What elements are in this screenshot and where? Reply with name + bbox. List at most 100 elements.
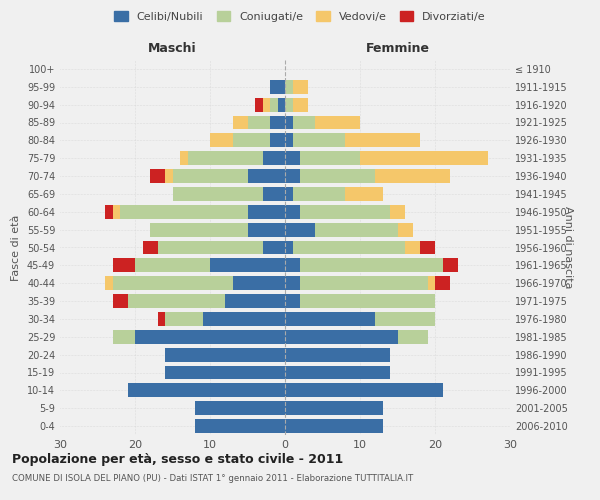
Bar [195, 419, 285, 433]
Bar [285, 205, 300, 219]
Bar [375, 169, 450, 183]
Bar [293, 187, 345, 201]
Bar [375, 312, 435, 326]
Bar [165, 169, 173, 183]
Bar [300, 169, 375, 183]
Legend: Celibi/Nubili, Coniugati/e, Vedovi/e, Divorziati/e: Celibi/Nubili, Coniugati/e, Vedovi/e, Di… [111, 8, 489, 25]
Text: COMUNE DI ISOLA DEL PIANO (PU) - Dati ISTAT 1° gennaio 2011 - Elaborazione TUTTI: COMUNE DI ISOLA DEL PIANO (PU) - Dati IS… [12, 474, 413, 483]
Bar [165, 348, 285, 362]
Bar [285, 258, 300, 272]
Bar [120, 205, 248, 219]
Bar [113, 258, 135, 272]
Bar [248, 169, 285, 183]
Bar [277, 98, 285, 112]
Bar [255, 98, 263, 112]
Bar [420, 240, 435, 254]
Bar [285, 134, 293, 147]
Bar [285, 294, 300, 308]
Bar [113, 330, 135, 344]
Bar [398, 222, 413, 236]
Bar [293, 116, 315, 130]
Bar [263, 98, 270, 112]
Bar [150, 222, 248, 236]
Bar [405, 240, 420, 254]
Y-axis label: Anni di nascita: Anni di nascita [563, 206, 573, 289]
Bar [135, 330, 285, 344]
Bar [113, 294, 128, 308]
Bar [293, 98, 308, 112]
Bar [285, 151, 300, 165]
Bar [285, 366, 390, 380]
Bar [285, 80, 293, 94]
Bar [300, 205, 390, 219]
Bar [270, 134, 285, 147]
Bar [285, 312, 375, 326]
Bar [360, 151, 487, 165]
Bar [270, 80, 285, 94]
Bar [173, 187, 263, 201]
Bar [150, 169, 165, 183]
Bar [210, 134, 233, 147]
Bar [248, 222, 285, 236]
Bar [293, 134, 345, 147]
Bar [233, 276, 285, 290]
Y-axis label: Fasce di età: Fasce di età [11, 214, 21, 280]
Bar [427, 276, 435, 290]
Bar [300, 276, 427, 290]
Bar [263, 240, 285, 254]
Bar [300, 151, 360, 165]
Bar [128, 294, 225, 308]
Bar [315, 116, 360, 130]
Bar [285, 98, 293, 112]
Bar [143, 240, 157, 254]
Bar [210, 258, 285, 272]
Text: Maschi: Maschi [148, 42, 197, 54]
Bar [285, 419, 383, 433]
Bar [345, 187, 383, 201]
Bar [285, 348, 390, 362]
Bar [128, 384, 285, 398]
Bar [435, 276, 450, 290]
Bar [345, 134, 420, 147]
Bar [300, 258, 443, 272]
Bar [315, 222, 398, 236]
Bar [233, 134, 270, 147]
Bar [285, 187, 293, 201]
Bar [180, 151, 187, 165]
Bar [293, 240, 405, 254]
Bar [285, 330, 398, 344]
Bar [285, 276, 300, 290]
Bar [225, 294, 285, 308]
Bar [248, 116, 270, 130]
Bar [285, 240, 293, 254]
Bar [105, 276, 113, 290]
Bar [263, 151, 285, 165]
Bar [233, 116, 248, 130]
Bar [248, 205, 285, 219]
Bar [285, 116, 293, 130]
Bar [285, 384, 443, 398]
Text: Popolazione per età, sesso e stato civile - 2011: Popolazione per età, sesso e stato civil… [12, 452, 343, 466]
Bar [105, 205, 113, 219]
Bar [398, 330, 427, 344]
Bar [203, 312, 285, 326]
Bar [135, 258, 210, 272]
Bar [113, 205, 120, 219]
Bar [113, 276, 233, 290]
Bar [285, 401, 383, 415]
Bar [270, 116, 285, 130]
Bar [285, 169, 300, 183]
Bar [443, 258, 458, 272]
Bar [285, 222, 315, 236]
Bar [390, 205, 405, 219]
Bar [157, 240, 263, 254]
Text: Femmine: Femmine [365, 42, 430, 54]
Bar [293, 80, 308, 94]
Bar [165, 312, 203, 326]
Bar [187, 151, 263, 165]
Bar [165, 366, 285, 380]
Bar [157, 312, 165, 326]
Bar [270, 98, 277, 112]
Bar [300, 294, 435, 308]
Bar [195, 401, 285, 415]
